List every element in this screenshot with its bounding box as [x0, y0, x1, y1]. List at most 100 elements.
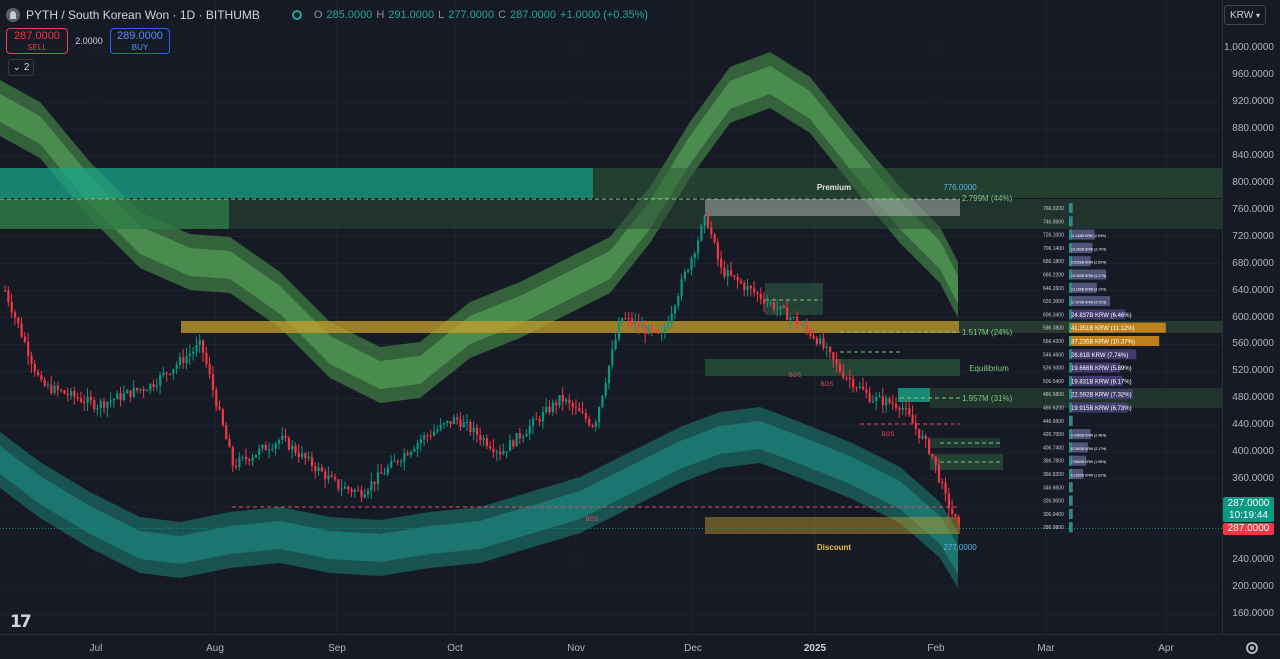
candle-body [10, 301, 13, 313]
candle-body [409, 451, 413, 456]
vp-volume-label: 26.81B KRW (7.74%) [1071, 353, 1128, 359]
candle-body [772, 302, 776, 310]
candle-body [386, 467, 389, 474]
time-tick-label: Feb [927, 643, 945, 654]
candle-body [815, 338, 818, 344]
candle-body [112, 399, 116, 401]
indicators-toggle-button[interactable]: ⌄ 2 [8, 59, 34, 76]
discount-label: Discount [817, 543, 852, 552]
candle-body [258, 448, 261, 455]
vp-volume-label: 7.5560B KRW (1.98%) [1071, 460, 1106, 464]
candle-body [848, 377, 851, 380]
sell-button[interactable]: 287.0000 SELL [6, 28, 68, 54]
time-axis[interactable]: Jul Aug Sep Oct Nov Dec 2025 Feb Mar Apr [0, 634, 1280, 659]
candle-body [937, 464, 941, 482]
gear-icon[interactable] [1246, 642, 1258, 654]
candle-body [23, 336, 26, 342]
candle-body [149, 383, 152, 391]
candle-body [769, 302, 772, 304]
candle-body [314, 466, 317, 472]
vp-bar [1069, 429, 1091, 440]
vp-bar [1069, 375, 1123, 386]
candle-body [106, 401, 109, 408]
candle-body [878, 396, 881, 398]
candle-body [835, 359, 838, 364]
candle-body [139, 389, 142, 391]
candle-body [716, 242, 719, 259]
vp-bar-accent [1069, 296, 1072, 307]
candle-body [423, 435, 426, 440]
candle-body [287, 437, 290, 450]
price-tick-label: 600.0000 [1232, 311, 1274, 323]
candle-body [538, 418, 541, 422]
vp-volume-label: 6.1630B KRW (1.62%) [1071, 474, 1106, 478]
vp-bar-accent [1069, 402, 1072, 413]
price-tick-label: 760.0000 [1232, 203, 1274, 215]
candle-body [911, 414, 914, 424]
candle-body [66, 393, 69, 396]
candle-body [739, 280, 743, 284]
vp-volume-label: 11.145B KRW (2.93%) [1071, 234, 1106, 238]
candle-body [528, 425, 531, 434]
candle-body [274, 443, 277, 449]
buy-button[interactable]: 289.0000 BUY [110, 28, 170, 54]
candle-body [337, 479, 340, 489]
candle-body [756, 292, 759, 295]
candle-body [271, 448, 274, 450]
candle-body [858, 386, 861, 388]
vp-volume-label: 12.155B KRW (3.19%) [1071, 287, 1106, 291]
chart-area[interactable]: Premium Equilibrium Discount 776.0000 277.00… [0, 0, 1222, 634]
candle-body [195, 345, 198, 352]
buy-price: 289.0000 [117, 30, 163, 42]
lower-band-outer [0, 407, 958, 588]
bos-label: BOS [882, 432, 895, 438]
candle-body [664, 327, 667, 333]
candle-body [413, 448, 416, 452]
candle-body [264, 445, 267, 451]
candle-body [400, 461, 403, 463]
vp-bar-accent [1069, 309, 1072, 320]
candle-body [466, 421, 469, 423]
candle-body [244, 456, 248, 460]
candle-body [822, 338, 825, 348]
candle-body [83, 402, 86, 404]
candle-body [119, 393, 122, 400]
candle-body [782, 305, 785, 308]
vp-price-label: 766.0200 [1043, 206, 1064, 212]
range-high-label: 776.0000 [943, 183, 977, 192]
candle-body [508, 440, 512, 452]
candle-body [406, 453, 409, 456]
candle-body [165, 372, 168, 374]
time-tick-label: Apr [1158, 643, 1174, 654]
candle-body [624, 318, 627, 320]
price-chart[interactable]: Premium Equilibrium Discount 776.0000 277.00… [0, 0, 1222, 634]
tradingview-logo-icon[interactable]: 17 [10, 612, 32, 632]
candle-body [327, 475, 330, 480]
close-label: C [498, 9, 507, 21]
last-price-tag: 287.0000 10:19:44 [1223, 497, 1274, 522]
candle-body [914, 423, 917, 429]
candle-body [56, 385, 59, 390]
candle-body [132, 387, 135, 398]
candle-body [439, 424, 442, 430]
symbol-title[interactable]: PYTH / South Korean Won · 1D · BITHUMB [26, 8, 260, 22]
vp-price-label: 526.5000 [1043, 366, 1064, 372]
vp-volume-label: 17.970B KRW (4.72%) [1071, 301, 1106, 305]
candle-body [660, 332, 663, 334]
vp-bar-accent [1069, 203, 1072, 213]
currency-selector[interactable]: KRW ▾ [1224, 5, 1266, 25]
candle-body [749, 286, 752, 289]
candle-body [396, 460, 399, 463]
candle-body [93, 400, 96, 410]
candle-body [317, 467, 320, 472]
vp-price-label: 406.7400 [1043, 445, 1064, 451]
vp-price-label: 306.9400 [1043, 512, 1064, 518]
candle-body [73, 390, 76, 397]
candle-body [307, 456, 310, 459]
vp-price-label: 586.3800 [1043, 326, 1064, 332]
price-axis[interactable]: 1,000.0000 960.0000 920.0000 880.0000 840.00… [1222, 0, 1280, 634]
market-status-icon[interactable] [291, 10, 302, 20]
candle-body [690, 258, 693, 270]
price-tick-label: 640.0000 [1232, 284, 1274, 296]
candles-group [4, 211, 960, 531]
